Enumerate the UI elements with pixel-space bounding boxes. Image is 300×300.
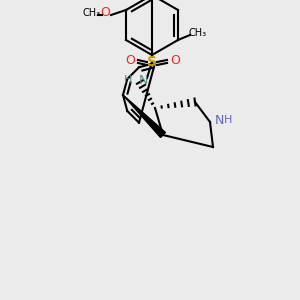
Text: O: O [125,53,135,67]
Text: CH₃: CH₃ [83,8,101,18]
Text: S: S [147,55,157,69]
Text: N: N [215,113,224,127]
Text: H: H [224,115,232,125]
Text: N: N [139,74,148,86]
Text: CH₃: CH₃ [189,28,207,38]
Polygon shape [123,95,166,137]
Text: O: O [170,53,180,67]
Text: H: H [124,75,132,85]
Text: O: O [100,7,110,20]
